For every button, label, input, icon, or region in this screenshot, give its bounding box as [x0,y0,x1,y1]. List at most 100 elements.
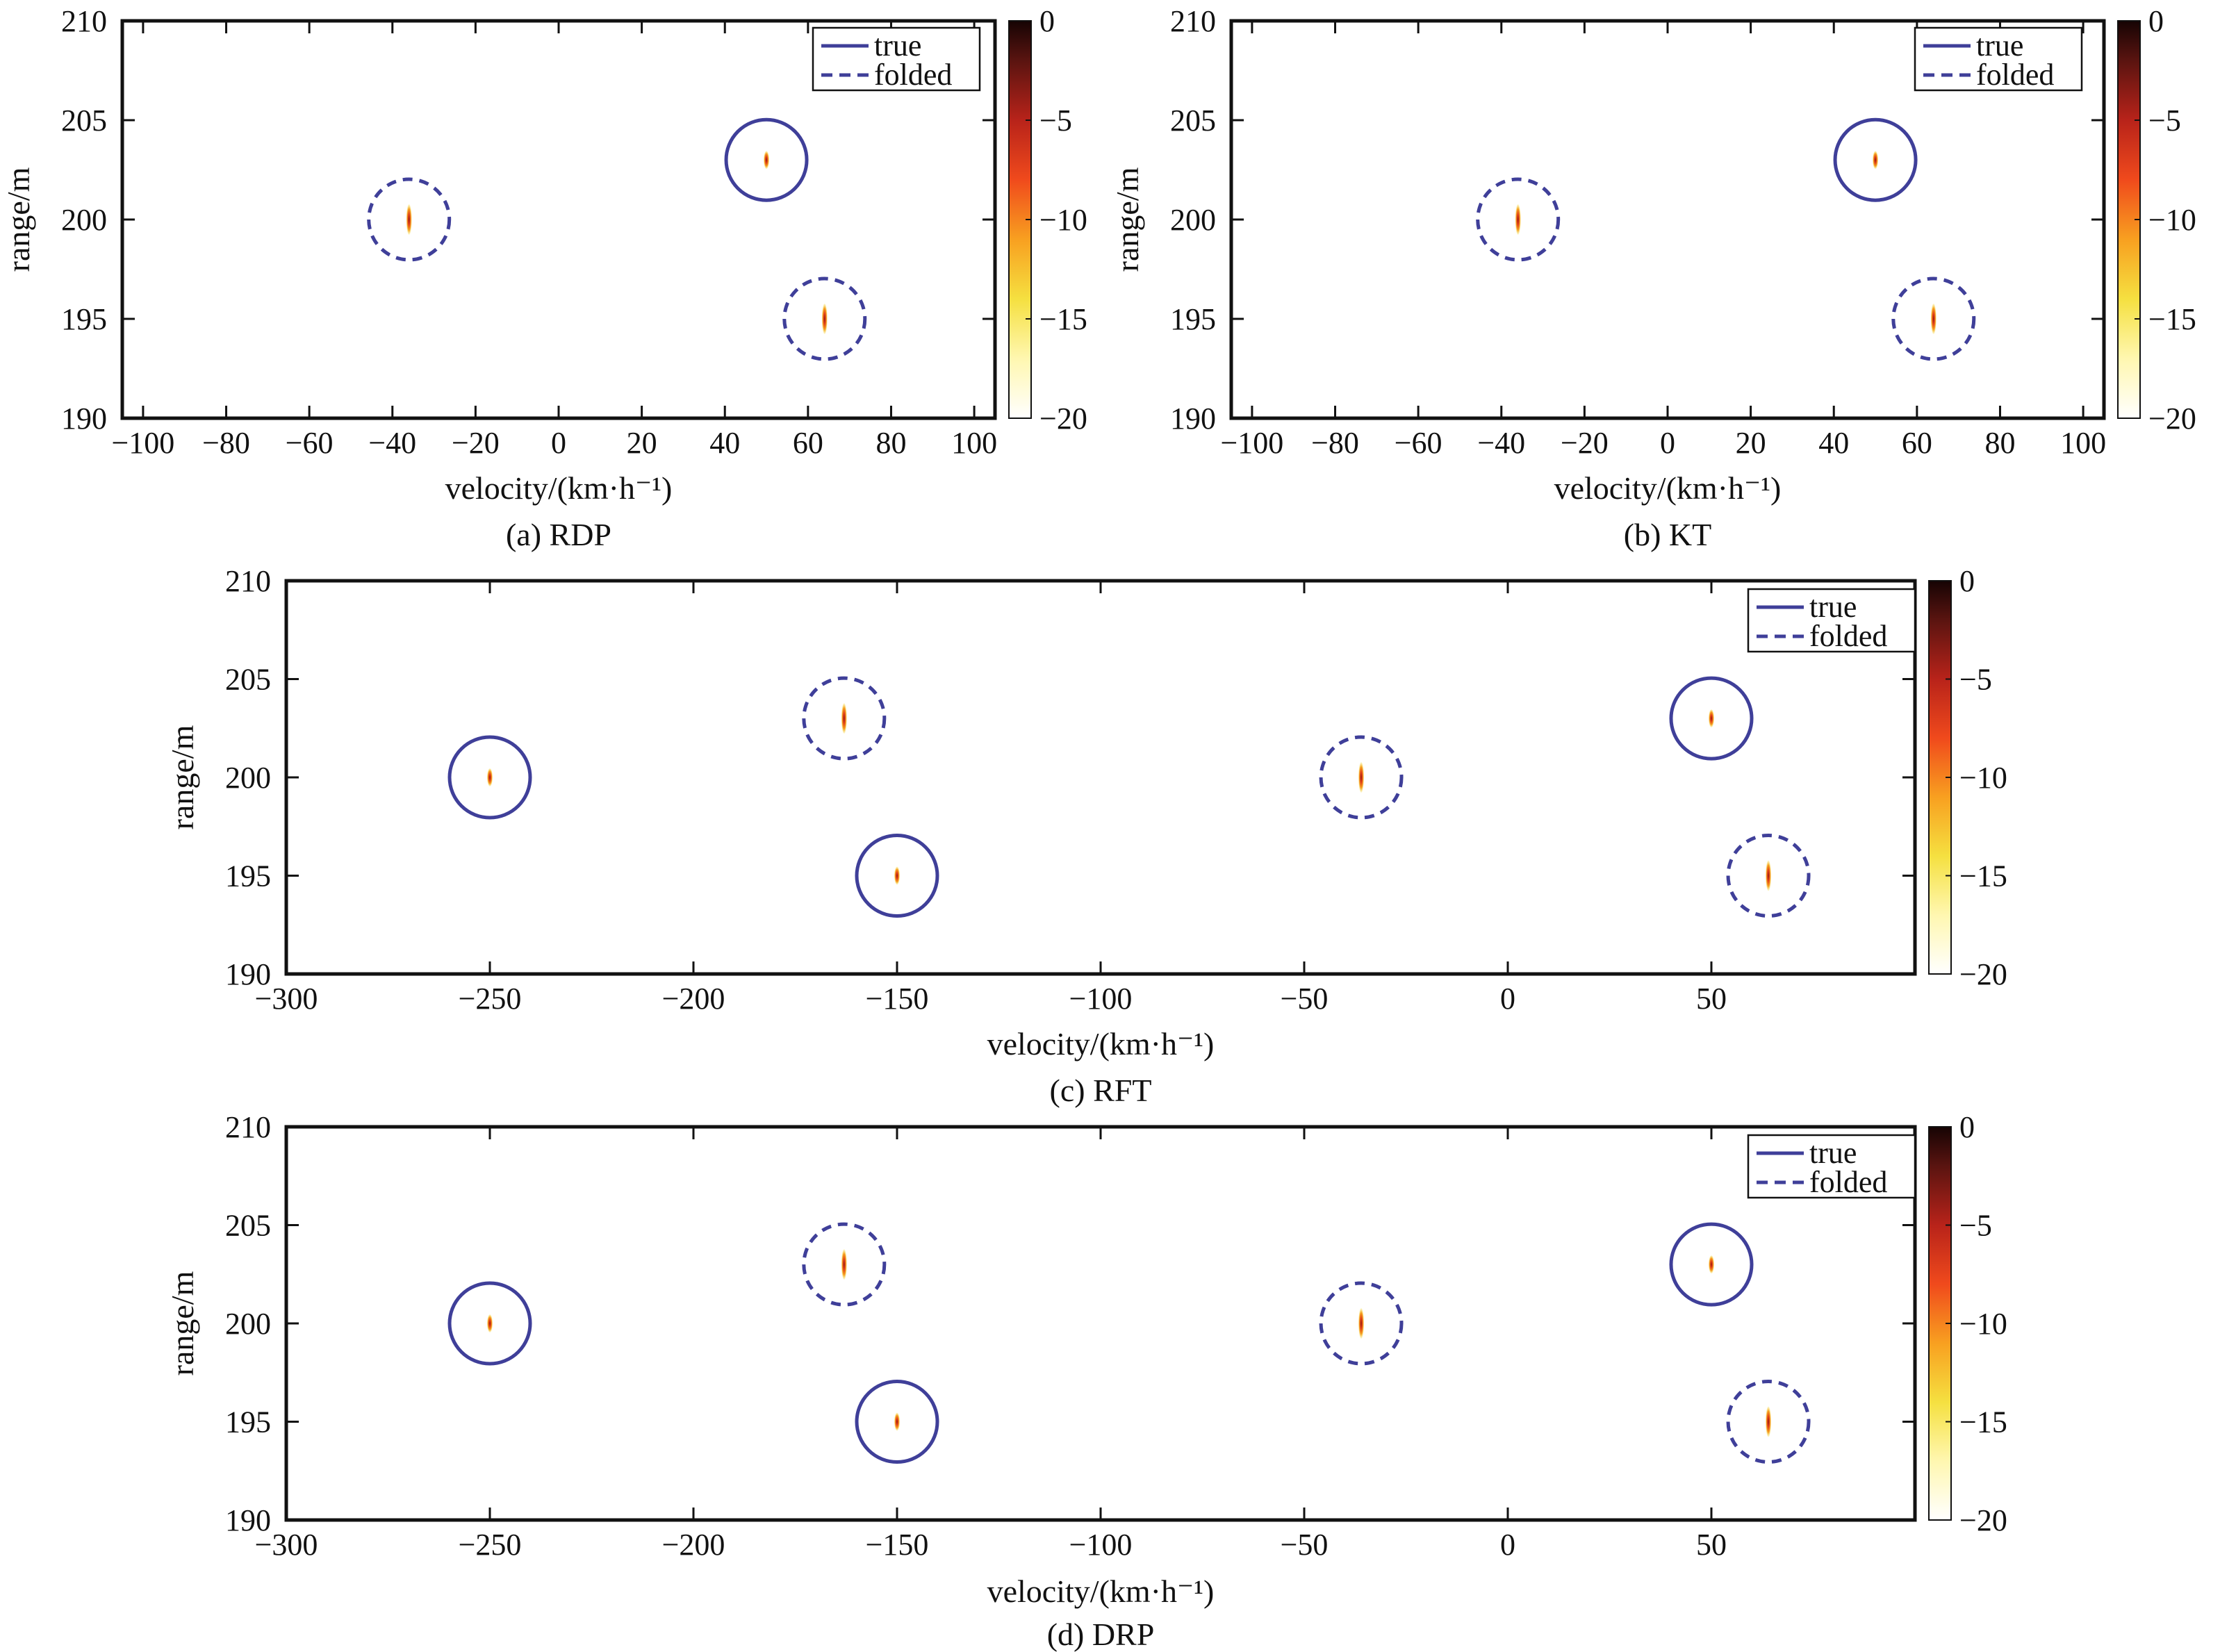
panel-caption: (c) RFT [1050,1073,1152,1108]
x-tick-label: 50 [1696,982,1727,1016]
colorbar-tick-label: −20 [1959,1503,2007,1537]
y-tick-label: 210 [225,564,271,598]
x-tick-label: −60 [1395,426,1442,460]
x-tick-label: 80 [1984,426,2015,460]
x-tick-label: −20 [1561,426,1609,460]
panel-caption: (d) DRP [1047,1617,1155,1652]
y-tick-label: 200 [1170,203,1216,237]
x-tick-label: 100 [2060,426,2106,460]
x-tick-label: 60 [1902,426,1932,460]
y-tick-label: 210 [225,1110,271,1144]
target-peak [406,204,412,235]
y-tick-label: 200 [225,761,271,795]
x-tick-label: −150 [866,982,929,1016]
x-tick-label: −250 [459,982,522,1016]
legend-true-label: true [1976,28,2023,63]
legend-folded-label: folded [874,58,952,92]
panel-caption: (a) RDP [506,517,611,552]
y-tick-label: 195 [225,859,271,893]
y-tick-label: 195 [61,302,107,336]
x-axis-label: velocity/(km·h⁻¹) [445,470,673,506]
colorbar-tick-label: −20 [1039,402,1087,436]
x-tick-label: −40 [1477,426,1525,460]
x-tick-label: −100 [1069,982,1133,1016]
colorbar-tick-label: −15 [1959,1405,2007,1439]
x-tick-label: −50 [1281,1528,1329,1562]
colorbar-tick-label: −20 [2148,402,2196,436]
legend-folded-label: folded [1976,58,2054,92]
true-target-circle [1669,676,1754,761]
colorbar-tick-label: −5 [1959,663,1992,697]
colorbar-tick-label: 0 [2148,4,2164,38]
legend-folded-label: folded [1809,1165,1887,1199]
legend-box [812,26,981,92]
colorbar: 0 −5 −10 −15 −20 [2117,4,2196,436]
plot-frame [284,1125,1917,1522]
target-peak [894,866,900,885]
true-target-circle [1833,117,1918,202]
x-tick-label: −40 [368,426,416,460]
y-axis-label: range/m [165,1271,200,1376]
y-tick-label: 190 [1170,402,1216,436]
x-tick-label: −200 [662,982,725,1016]
target-peak [1709,709,1714,728]
x-tick-label: 50 [1696,1528,1727,1562]
panel-caption: (b) KT [1624,517,1711,552]
y-tick-label: 200 [61,203,107,237]
target-peak [1358,1308,1365,1339]
colorbar-tick-label: −15 [2148,302,2196,336]
x-tick-label: −60 [286,426,334,460]
y-tick-label: 195 [1170,302,1216,336]
folded-target-circle [1891,276,1976,361]
colorbar-tick-label: −5 [2148,104,2181,138]
x-tick-label: −300 [255,1528,318,1562]
legend-true-label: true [874,28,921,63]
folded-target-circle [802,1222,887,1307]
true-target-circle [855,834,939,918]
target-peak [1515,204,1521,235]
target-peak [1709,1255,1714,1274]
x-tick-label: 40 [1818,426,1849,460]
colorbar-tick-label: −10 [1959,761,2007,795]
x-tick-label: 0 [1500,1528,1515,1562]
colorbar-tick-label: −5 [1959,1209,1992,1243]
x-tick-label: 20 [627,426,657,460]
colorbar: 0 −5 −10 −15 −20 [1928,564,2007,991]
x-tick-label: 0 [551,426,566,460]
legend-box [1747,1134,1916,1199]
target-peak [841,1249,847,1280]
colorbar-tick-label: −15 [1959,859,2007,893]
x-tick-label: −250 [459,1528,522,1562]
x-axis-label: velocity/(km·h⁻¹) [987,1026,1215,1062]
legend-box [1914,26,2083,92]
target-peak [487,768,493,786]
y-tick-label: 205 [225,663,271,697]
x-tick-label: −150 [866,1528,929,1562]
target-peak [1766,860,1772,891]
x-tick-label: −80 [1311,426,1359,460]
x-tick-label: 80 [875,426,906,460]
colorbar-tick-label: −20 [1959,957,2007,991]
target-peak [821,304,828,334]
x-tick-label: −100 [111,426,174,460]
folded-target-circle [1319,1281,1404,1366]
true-target-circle [447,735,532,820]
x-tick-label: 20 [1736,426,1766,460]
legend-box [1747,588,1916,653]
true-target-circle [447,1281,532,1366]
y-tick-label: 205 [1170,104,1216,138]
y-tick-label: 190 [225,1503,271,1537]
y-tick-label: 190 [61,402,107,436]
target-peak [1766,1406,1772,1437]
colorbar-tick-label: 0 [1959,564,1975,598]
folded-target-circle [1726,834,1811,918]
colorbar-tick-label: −10 [1039,203,1087,237]
true-target-circle [855,1380,939,1464]
colorbar-tick-label: −5 [1039,104,1072,138]
folded-target-circle [1726,1380,1811,1464]
target-peak [841,703,847,734]
y-tick-label: 200 [225,1307,271,1341]
true-target-circle [724,117,809,202]
colorbar: 0 −5 −10 −15 −20 [1928,1110,2007,1537]
